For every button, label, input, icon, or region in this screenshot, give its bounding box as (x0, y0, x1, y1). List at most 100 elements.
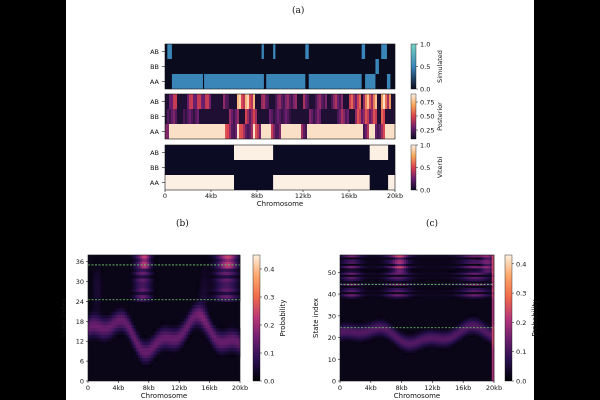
b-cell (224, 337, 228, 342)
c-cell (472, 287, 475, 291)
b-cell (235, 344, 239, 349)
b-cell (135, 294, 139, 299)
posterior-cell (165, 124, 168, 139)
c-cell (408, 255, 411, 258)
b-cell (203, 311, 206, 315)
b-cell (98, 327, 102, 332)
c-cell (359, 339, 363, 343)
c-cell (463, 261, 466, 264)
b-cell (131, 334, 134, 339)
c-cell (441, 261, 444, 264)
posterior-cell (223, 94, 226, 109)
c-cell (441, 333, 444, 336)
b-cell (222, 324, 226, 329)
b-cell (209, 327, 213, 332)
c-cell (474, 283, 477, 286)
c-cell (474, 255, 477, 258)
b-cell (157, 327, 160, 332)
x-tick-label: 16kb (202, 384, 218, 392)
posterior-cell (391, 109, 394, 124)
c-cell (397, 341, 400, 345)
posterior-cell (179, 94, 182, 109)
b-cell (205, 308, 208, 312)
c-cell (351, 261, 354, 264)
colorbar-label: Posterior (436, 102, 444, 131)
simulated-segment (375, 59, 379, 74)
b-cell (127, 337, 130, 342)
c-cell (353, 324, 356, 327)
b-cell (179, 344, 182, 349)
c-cell (412, 289, 416, 293)
c-cell (340, 328, 343, 332)
c-cell (436, 337, 440, 341)
simulated-segment (386, 74, 391, 89)
b-cell (200, 298, 204, 302)
c-cell (412, 287, 416, 291)
b-cell (226, 327, 230, 332)
b-cell (211, 324, 215, 329)
b-cell (203, 294, 206, 299)
c-cell (395, 270, 398, 273)
c-cell (469, 278, 473, 282)
c-cell (425, 344, 429, 347)
c-cell (469, 289, 473, 293)
c-cell (476, 320, 479, 323)
posterior-cell (289, 94, 292, 109)
posterior-cell (219, 124, 222, 139)
c-cell (428, 261, 431, 264)
posterior-cell (351, 94, 354, 109)
posterior-cell (329, 124, 332, 139)
c-cell (346, 255, 350, 258)
posterior-cell (321, 124, 324, 139)
c-cell (465, 259, 468, 262)
c-cell (463, 278, 466, 282)
b-cell (209, 318, 213, 322)
c-cell (348, 339, 352, 343)
b-cell (224, 258, 228, 262)
b-frame (87, 254, 241, 382)
b-cell (94, 337, 97, 342)
c-cell (489, 259, 493, 262)
c-cell (491, 352, 495, 356)
c-cell (465, 285, 468, 288)
b-cell (144, 288, 147, 292)
c-cell (417, 331, 420, 334)
posterior-cell (293, 109, 296, 124)
c-cell (483, 255, 486, 258)
b-cell (233, 274, 236, 279)
c-cell (410, 348, 413, 351)
posterior-cell (293, 124, 296, 139)
c-cell (430, 339, 433, 343)
b-cell (166, 324, 169, 329)
b-cell (226, 337, 230, 342)
b-cell (114, 311, 117, 315)
b-cell (168, 321, 171, 325)
c-cell (395, 278, 398, 282)
c-cell (348, 294, 352, 297)
b-cell (153, 357, 156, 362)
b-cell (235, 278, 239, 282)
c-cell (403, 285, 407, 288)
b-cell (94, 264, 97, 269)
c-cell (465, 294, 468, 297)
c-cell (478, 278, 482, 282)
c-cell (456, 339, 460, 343)
c-cell (379, 287, 383, 291)
b-cell (190, 324, 193, 329)
b-cell (203, 284, 206, 289)
c-cell (491, 259, 495, 262)
c-cell (340, 255, 343, 258)
b-cell (88, 314, 91, 319)
colorbar-tick-label: 1.0 (420, 142, 430, 150)
b-cell (205, 261, 208, 266)
c-cell (348, 331, 352, 334)
c-cell (370, 294, 374, 297)
b-cell (96, 268, 100, 272)
b-cell (142, 268, 145, 272)
c-cell (452, 339, 455, 343)
b-cell (237, 331, 241, 335)
c-cell (401, 294, 405, 297)
c-cell (491, 298, 495, 301)
c-cell (392, 324, 396, 327)
c-cell (485, 339, 488, 343)
